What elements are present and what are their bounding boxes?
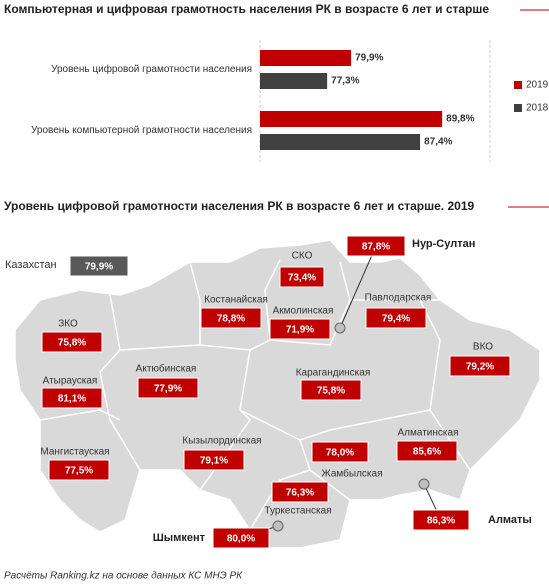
- value-box: [271, 481, 329, 503]
- value-label: 86,3%: [427, 516, 455, 527]
- legend-swatch: [514, 81, 522, 89]
- bar: [260, 134, 421, 150]
- y-tick-label: Уровень компьютерной грамотности населен…: [31, 125, 252, 136]
- value-box: [396, 440, 458, 462]
- region-name: Карагандинская: [296, 368, 371, 379]
- y-tick-label: Уровень цифровой грамотности населения: [51, 63, 252, 75]
- region-name: Алматы: [488, 514, 532, 526]
- legend-swatch: [514, 104, 522, 112]
- source-note: Расчёты Ranking.kz на основе данных КС М…: [4, 571, 243, 582]
- value-box: [69, 255, 129, 277]
- region-name: Актюбинская: [136, 363, 197, 375]
- value-label: 79,1%: [200, 456, 228, 467]
- region-name: СКО: [292, 251, 313, 262]
- value-label: 76,3%: [286, 488, 314, 499]
- bar: [260, 73, 328, 89]
- city-marker: [334, 322, 346, 334]
- value-label: 87,8%: [362, 242, 390, 253]
- value-label: 73,4%: [288, 273, 316, 284]
- region-name: Нур-Султан: [412, 238, 475, 250]
- value-label: 85,6%: [413, 447, 441, 458]
- value-box: [346, 235, 406, 257]
- value-box: [41, 387, 103, 409]
- value-label: 75,8%: [317, 386, 345, 397]
- value-label: 79,9%: [355, 53, 383, 64]
- value-label: 78,0%: [326, 448, 354, 459]
- value-label: 78,8%: [217, 314, 245, 325]
- value-box: [311, 441, 369, 463]
- chart-title: Компьютерная и цифровая грамотность насе…: [4, 2, 489, 16]
- bar: [260, 50, 352, 66]
- value-box: [212, 527, 270, 549]
- value-label: 79,4%: [382, 314, 410, 325]
- value-label: 79,9%: [85, 262, 113, 273]
- value-box: [449, 355, 511, 377]
- region-name: Акмолинская: [273, 306, 334, 317]
- leader-line: [339, 245, 377, 329]
- value-box: [200, 307, 262, 329]
- region-name: Туркестанская: [264, 506, 331, 517]
- city-marker: [272, 520, 284, 532]
- value-label: 75,8%: [58, 338, 86, 349]
- region-name: Атырауская: [43, 376, 98, 387]
- value-label: 77,5%: [65, 466, 93, 477]
- value-box: [269, 318, 331, 340]
- value-label: 80,0%: [227, 534, 255, 545]
- value-label: 79,2%: [466, 362, 494, 373]
- value-box: [183, 449, 245, 471]
- legend-label: 2018: [526, 103, 549, 114]
- value-label: 77,3%: [331, 76, 359, 87]
- legend-label: 2019: [526, 80, 549, 91]
- value-box: [365, 307, 427, 329]
- region-name: Казахстан: [5, 259, 57, 271]
- value-label: 77,9%: [154, 384, 182, 395]
- map-title: Уровень цифровой грамотности населения Р…: [4, 199, 474, 213]
- region-name: Алматинская: [398, 428, 459, 439]
- region-name: ВКО: [473, 342, 493, 353]
- bar: [260, 111, 443, 127]
- region-name: Шымкент: [153, 532, 206, 544]
- value-box: [412, 509, 470, 531]
- value-label: 89,8%: [446, 114, 474, 125]
- region-name: Жамбылская: [322, 468, 383, 480]
- value-box: [48, 459, 110, 481]
- value-label: 71,9%: [286, 325, 314, 336]
- region-name: Павлодарская: [365, 293, 432, 304]
- value-box: [137, 377, 199, 399]
- value-box: [300, 379, 362, 401]
- value-label: 87,4%: [424, 137, 452, 148]
- value-box: [41, 331, 103, 353]
- value-label: 81,1%: [58, 394, 86, 405]
- region-name: ЗКО: [58, 319, 78, 330]
- region-name: Кызылординская: [182, 436, 261, 447]
- region-name: Костанайская: [204, 295, 268, 306]
- region-name: Мангистауская: [40, 447, 109, 458]
- value-box: [279, 266, 325, 288]
- city-marker: [418, 478, 430, 490]
